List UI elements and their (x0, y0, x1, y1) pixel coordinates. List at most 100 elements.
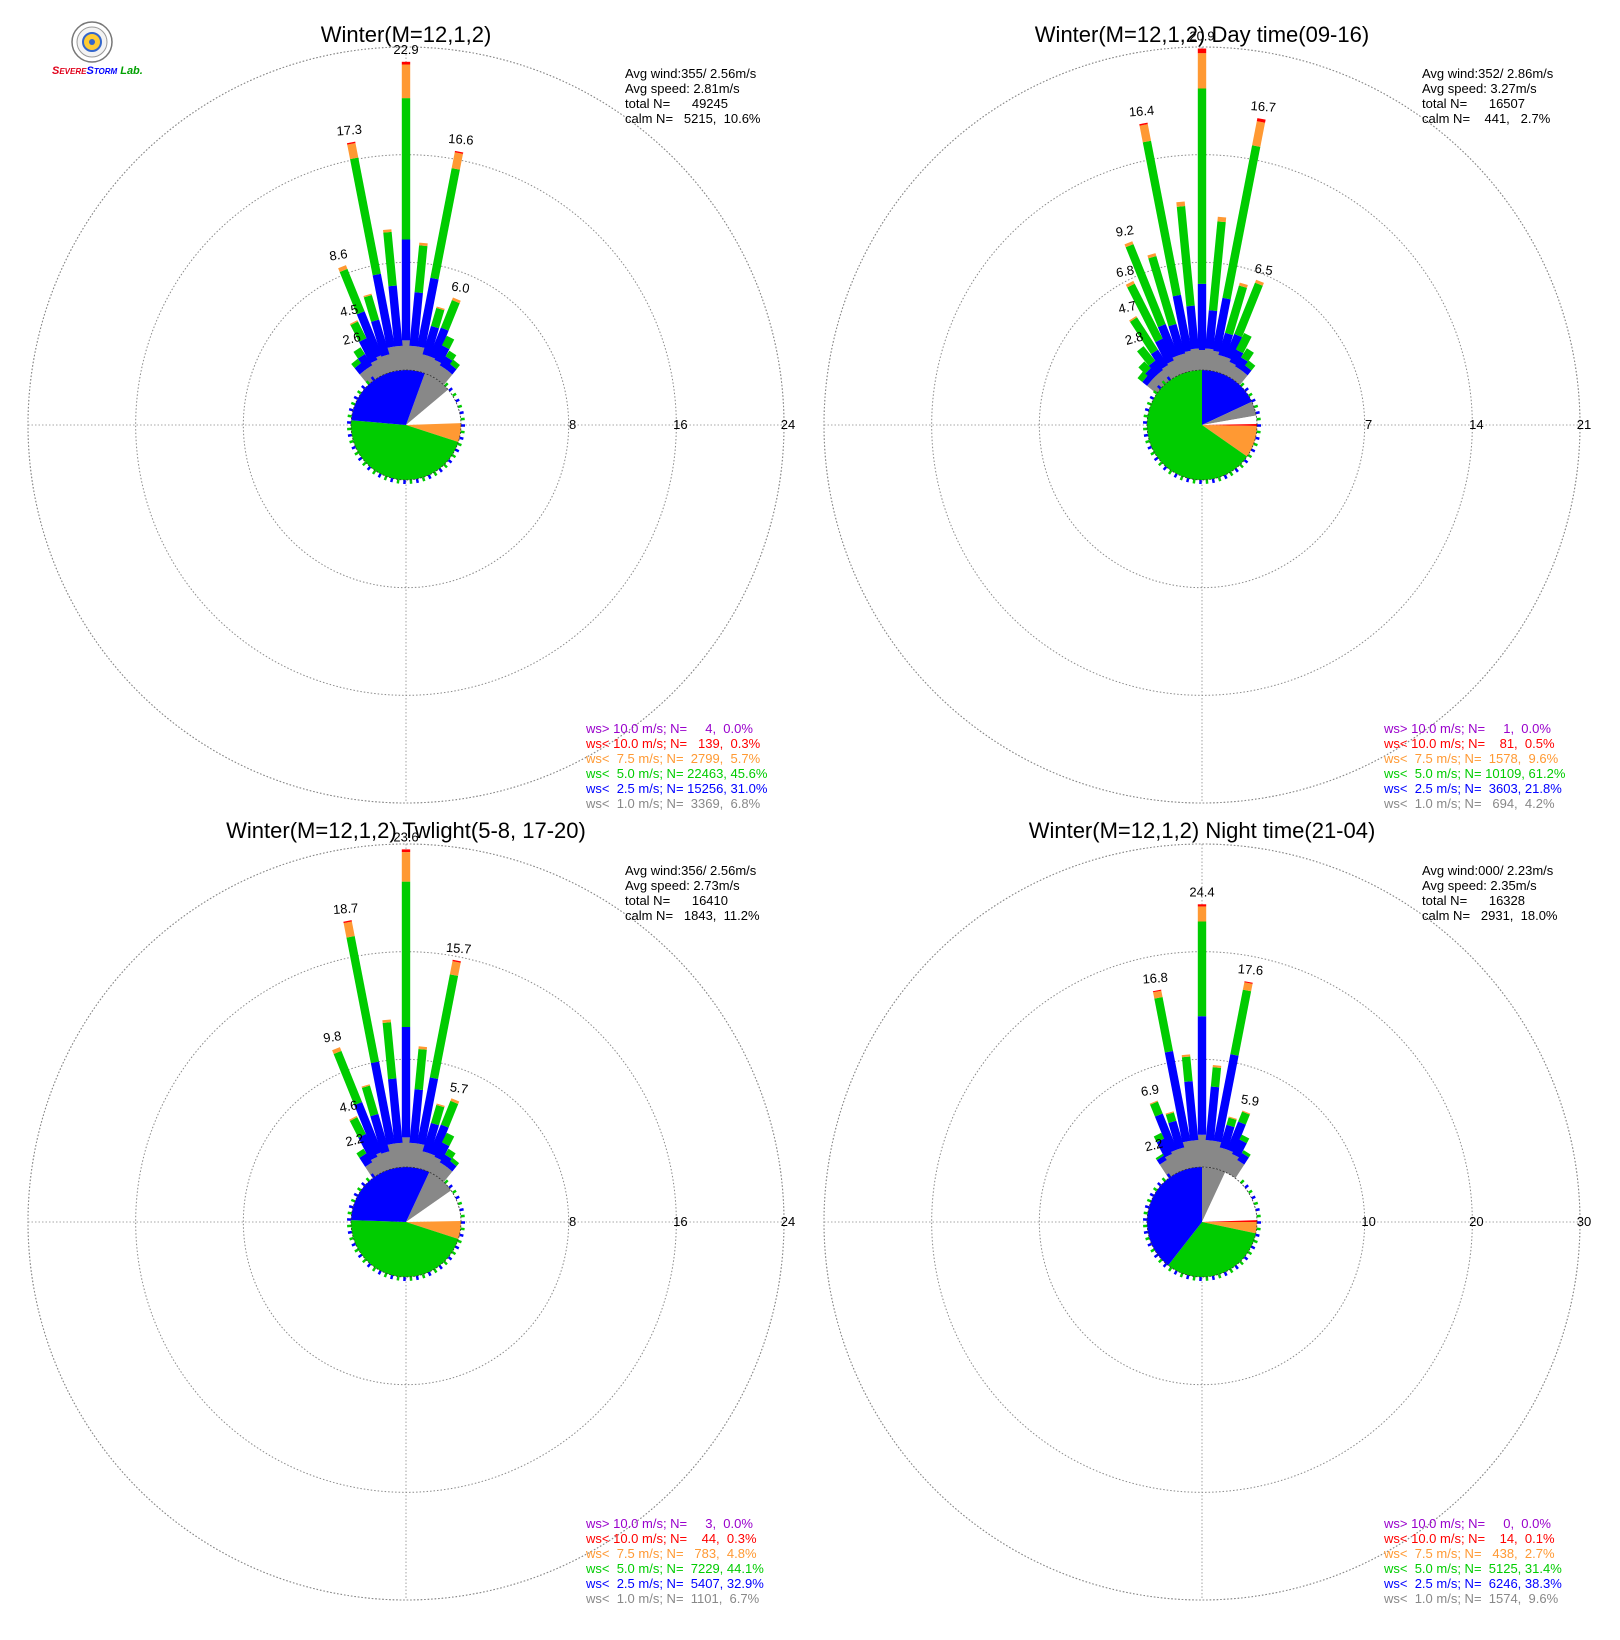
pie-slice-blue (1202, 370, 1252, 425)
bar-segment-blue (1241, 365, 1252, 376)
minor-tick (1150, 1248, 1155, 1253)
minor-tick (1157, 1258, 1163, 1264)
bar-segment-gray (1164, 1153, 1181, 1175)
panel-title: Winter(M=12,1,2) Twlight(5-8, 17-20) (226, 818, 586, 843)
minor-tick (443, 463, 448, 469)
bar-segment-blue (1144, 367, 1158, 381)
bar-segment-orange (1165, 1111, 1174, 1115)
minor-tick (1149, 1192, 1155, 1197)
minor-tick (366, 466, 372, 471)
pie-slice-gray (406, 1172, 452, 1222)
minor-tick (360, 384, 366, 390)
minor-tick (351, 445, 357, 450)
minor-tick (1229, 1268, 1234, 1274)
pie-slice-gray (406, 373, 449, 425)
bar-segment-blue (1150, 349, 1169, 370)
minor-tick (1244, 387, 1249, 392)
minor-tick (448, 387, 453, 392)
windrose-panel-4: 10 20 30 24.4 16.8 17.6 6.9 5.9 2.2 Winter(M=12,1… (823, 818, 1591, 1606)
legend-entry-purple: ws> 10.0 m/s; N= 4, 0.0% (585, 721, 753, 736)
bar-value-label: 4.7 (1117, 298, 1138, 317)
minor-tick (354, 451, 359, 456)
minor-tick (357, 1253, 363, 1259)
minor-tick (1166, 376, 1172, 381)
bar-segment-gray (417, 1151, 431, 1171)
bar-segment-green (356, 1148, 367, 1158)
legend-entry-red: ws< 10.0 m/s; N= 14, 0.1% (1383, 1531, 1555, 1546)
bar-segment-red (1139, 122, 1148, 126)
bar-segment-blue (1218, 332, 1234, 358)
minor-tick (371, 1266, 377, 1272)
bar-segment-green (349, 1117, 366, 1138)
minor-tick (457, 1239, 462, 1244)
minor-tick (1251, 398, 1256, 403)
bar-value-label: 22.9 (393, 42, 418, 57)
direction-bars (1124, 48, 1266, 394)
center-pie (350, 369, 462, 481)
minor-tick (1152, 1187, 1158, 1192)
pie-outline (350, 1166, 462, 1278)
bar-segment-green (1150, 1101, 1163, 1117)
bar-value-label: 6.8 (1115, 262, 1136, 280)
ring-label: 7 (1365, 417, 1372, 432)
minor-tick (1144, 408, 1150, 412)
bar-segment-orange (401, 64, 411, 99)
pie-slice-orange (1202, 1222, 1257, 1234)
bar-segment-blue (401, 239, 411, 341)
minor-tick (1146, 401, 1152, 406)
bar-segment-gray (394, 345, 405, 371)
legend-entry-blue: ws< 2.5 m/s; N= 15256, 31.0% (585, 781, 768, 796)
bar-segment-orange (418, 1046, 428, 1050)
bar-value-label: 4.6 (338, 1097, 359, 1115)
bar-segment-green (1208, 221, 1226, 311)
bar-segment-green (430, 168, 460, 280)
bar-segment-green (1210, 1067, 1222, 1088)
bar-segment-blue (357, 354, 373, 370)
bar-segment-blue (1226, 1121, 1246, 1153)
bar-segment-orange (332, 1047, 342, 1055)
minor-tick (438, 1264, 443, 1270)
bar-segment-gray (1166, 360, 1181, 378)
legend-entry-orange: ws< 7.5 m/s; N= 783, 4.8% (585, 1546, 757, 1561)
minor-tick (415, 478, 419, 484)
minor-tick (396, 1276, 400, 1281)
bar-segment-blue (1235, 357, 1249, 371)
minor-tick (347, 1211, 352, 1215)
bar-value-label: 17.6 (1237, 961, 1263, 978)
bar-segment-orange (451, 152, 463, 170)
minor-tick (1143, 1230, 1149, 1234)
minor-tick (451, 392, 457, 397)
minor-tick (390, 477, 394, 483)
minor-tick (444, 1179, 449, 1184)
ring-label: 21 (1577, 417, 1591, 432)
bar-value-label: 8.6 (328, 246, 348, 264)
bar-segment-blue (1219, 1124, 1235, 1150)
bar-segment-gray (365, 365, 380, 382)
bar-segment-green (1244, 360, 1256, 371)
bar-segment-blue (1205, 310, 1218, 350)
bar-segment-gray (1223, 361, 1237, 378)
stats-line: total N= 16507 (1422, 96, 1525, 111)
logo-text-part: EVERE (59, 67, 87, 76)
bar-segment-blue (1156, 1138, 1172, 1158)
minor-tick (1143, 433, 1149, 437)
minor-tick (1243, 459, 1249, 464)
bar-segment-gray (407, 345, 418, 371)
bar-segment-blue (416, 277, 439, 349)
bar-value-label: 9.2 (1115, 222, 1135, 240)
minor-direction-ticks (1143, 376, 1262, 485)
direction-bars (338, 61, 464, 385)
stats-line: calm N= 5215, 10.6% (625, 111, 761, 126)
minor-tick (1161, 1177, 1167, 1182)
stats-line: total N= 16410 (625, 893, 728, 908)
minor-tick (1153, 1253, 1159, 1259)
minor-tick (1149, 395, 1155, 400)
bar-segment-blue (371, 319, 390, 357)
minor-tick (1143, 414, 1148, 418)
bar-segment-orange (1124, 241, 1134, 248)
minor-tick (1166, 1173, 1172, 1178)
stats-line: Avg speed: 3.27m/s (1422, 81, 1537, 96)
bar-segment-orange (363, 293, 372, 298)
minor-tick (350, 1198, 356, 1203)
bar-segment-green (351, 358, 362, 369)
